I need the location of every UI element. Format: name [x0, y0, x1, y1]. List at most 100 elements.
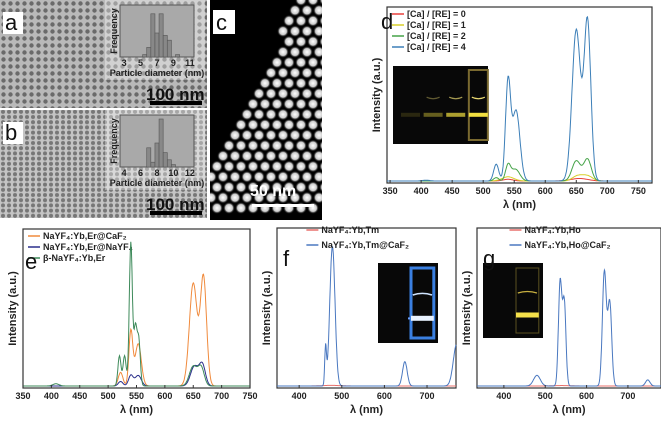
x-tick-label: 450 — [72, 391, 87, 401]
histogram-bar — [150, 13, 156, 58]
nanoparticle — [259, 139, 271, 152]
nanoparticle — [289, 150, 301, 162]
nanoparticle — [307, 98, 319, 110]
x-axis-label: λ (nm) — [350, 404, 383, 416]
nanoparticle — [259, 202, 271, 214]
nanoparticle — [283, 139, 295, 152]
scale-bar — [252, 204, 314, 207]
nanoparticle — [301, 129, 313, 142]
nanoparticle — [301, 4, 313, 17]
nanoparticle — [343, 119, 355, 131]
nanoparticle — [217, 191, 229, 204]
y-axis-label: Intensity (a.u.) — [371, 57, 383, 132]
histogram-bar — [146, 147, 152, 168]
nanoparticle — [271, 181, 283, 194]
nanoparticle — [319, 161, 322, 172]
nanoparticle — [265, 170, 277, 183]
meniscus — [426, 96, 440, 100]
nanoparticle — [307, 56, 319, 69]
nanoparticle — [325, 108, 337, 120]
nanoparticle — [210, 183, 211, 191]
nanoparticle — [247, 160, 259, 173]
nanoparticle — [313, 46, 322, 58]
nanoparticle — [331, 160, 343, 172]
nanoparticle — [331, 36, 343, 48]
inset-photo — [378, 263, 438, 343]
scale-bar-label: 100 nm — [146, 195, 205, 214]
nanoparticle — [277, 46, 289, 58]
nanoparticle — [295, 160, 307, 173]
histogram-bar — [142, 54, 148, 58]
nanoparticle — [295, 77, 307, 90]
nanoparticle — [325, 171, 337, 183]
x-tick-label: 700 — [420, 391, 435, 401]
nanoparticle — [210, 170, 217, 183]
legend-label: NaYF₄:Yb,Er@NaYF₄ — [43, 242, 133, 252]
nanoparticle — [319, 36, 322, 47]
nanoparticle — [343, 98, 355, 110]
nanoparticle — [337, 129, 349, 141]
nanoparticle — [265, 108, 277, 121]
hist-tick: 5 — [138, 58, 143, 68]
x-tick-label: 600 — [538, 186, 553, 196]
meniscus — [412, 292, 433, 296]
nanoparticle — [337, 25, 349, 37]
spectrum-line-1 — [477, 268, 661, 387]
nanoparticle — [331, 119, 343, 131]
nanoparticle — [271, 56, 283, 69]
nanoparticle — [277, 150, 289, 162]
nanoparticle — [241, 150, 253, 162]
nanoparticle — [283, 56, 295, 69]
x-tick-label: 400 — [292, 391, 307, 401]
legend-label: NaYF₄:Yb,Er@CaF₂ — [43, 231, 127, 241]
nanoparticle — [349, 67, 361, 79]
nanoparticle — [325, 25, 337, 37]
x-tick-label: 500 — [476, 186, 491, 196]
nanoparticle — [283, 118, 295, 131]
nanoparticle — [301, 108, 313, 121]
nanoparticle — [289, 191, 301, 204]
nanoparticle — [283, 14, 295, 27]
panel-e: NaYF₄:Yb,Er@CaF₂NaYF₄:Yb,Er@NaYF₄β-NaYF₄… — [7, 228, 258, 416]
nanoparticle — [301, 150, 313, 162]
x-tick-label: 550 — [129, 391, 144, 401]
nanoparticle — [337, 67, 349, 79]
nanoparticle — [331, 140, 343, 152]
nanoparticle — [325, 88, 337, 100]
nanoparticle — [289, 170, 301, 183]
x-axis-label: λ (nm) — [120, 404, 153, 416]
nanoparticle — [319, 140, 322, 151]
nanoparticle — [313, 129, 322, 142]
emission-band — [411, 315, 434, 321]
nanoparticle — [361, 25, 373, 37]
histogram-bar — [150, 161, 156, 168]
x-tick-label: 500 — [538, 391, 553, 401]
nanoparticle — [253, 129, 265, 142]
histogram-bar — [171, 164, 176, 168]
nanoparticle — [295, 98, 307, 110]
nanoparticle — [307, 0, 319, 6]
nanoparticle — [289, 129, 301, 142]
nanoparticle — [313, 66, 322, 79]
scale-bar — [150, 211, 202, 215]
nanoparticle — [265, 150, 277, 162]
nanoparticle — [355, 36, 367, 48]
x-tick-label: 400 — [496, 391, 511, 401]
nanoparticle — [210, 191, 217, 204]
nanoparticle — [319, 15, 322, 26]
x-tick-label: 400 — [44, 391, 59, 401]
nanoparticle — [301, 25, 313, 38]
y-axis-label: Intensity (a.u.) — [261, 270, 273, 345]
histogram-bar — [175, 54, 180, 58]
x-tick-label: 650 — [569, 186, 584, 196]
histogram-bar — [154, 32, 160, 58]
nanoparticle — [271, 118, 283, 131]
nanoparticle — [343, 0, 355, 6]
nanoparticle — [295, 118, 307, 131]
spectrum-line-1 — [277, 246, 457, 387]
nanoparticle — [331, 98, 343, 110]
x-axis-label: λ (nm) — [553, 404, 586, 416]
hist-ylabel: Frequency — [109, 8, 119, 54]
emission-band — [516, 312, 539, 318]
